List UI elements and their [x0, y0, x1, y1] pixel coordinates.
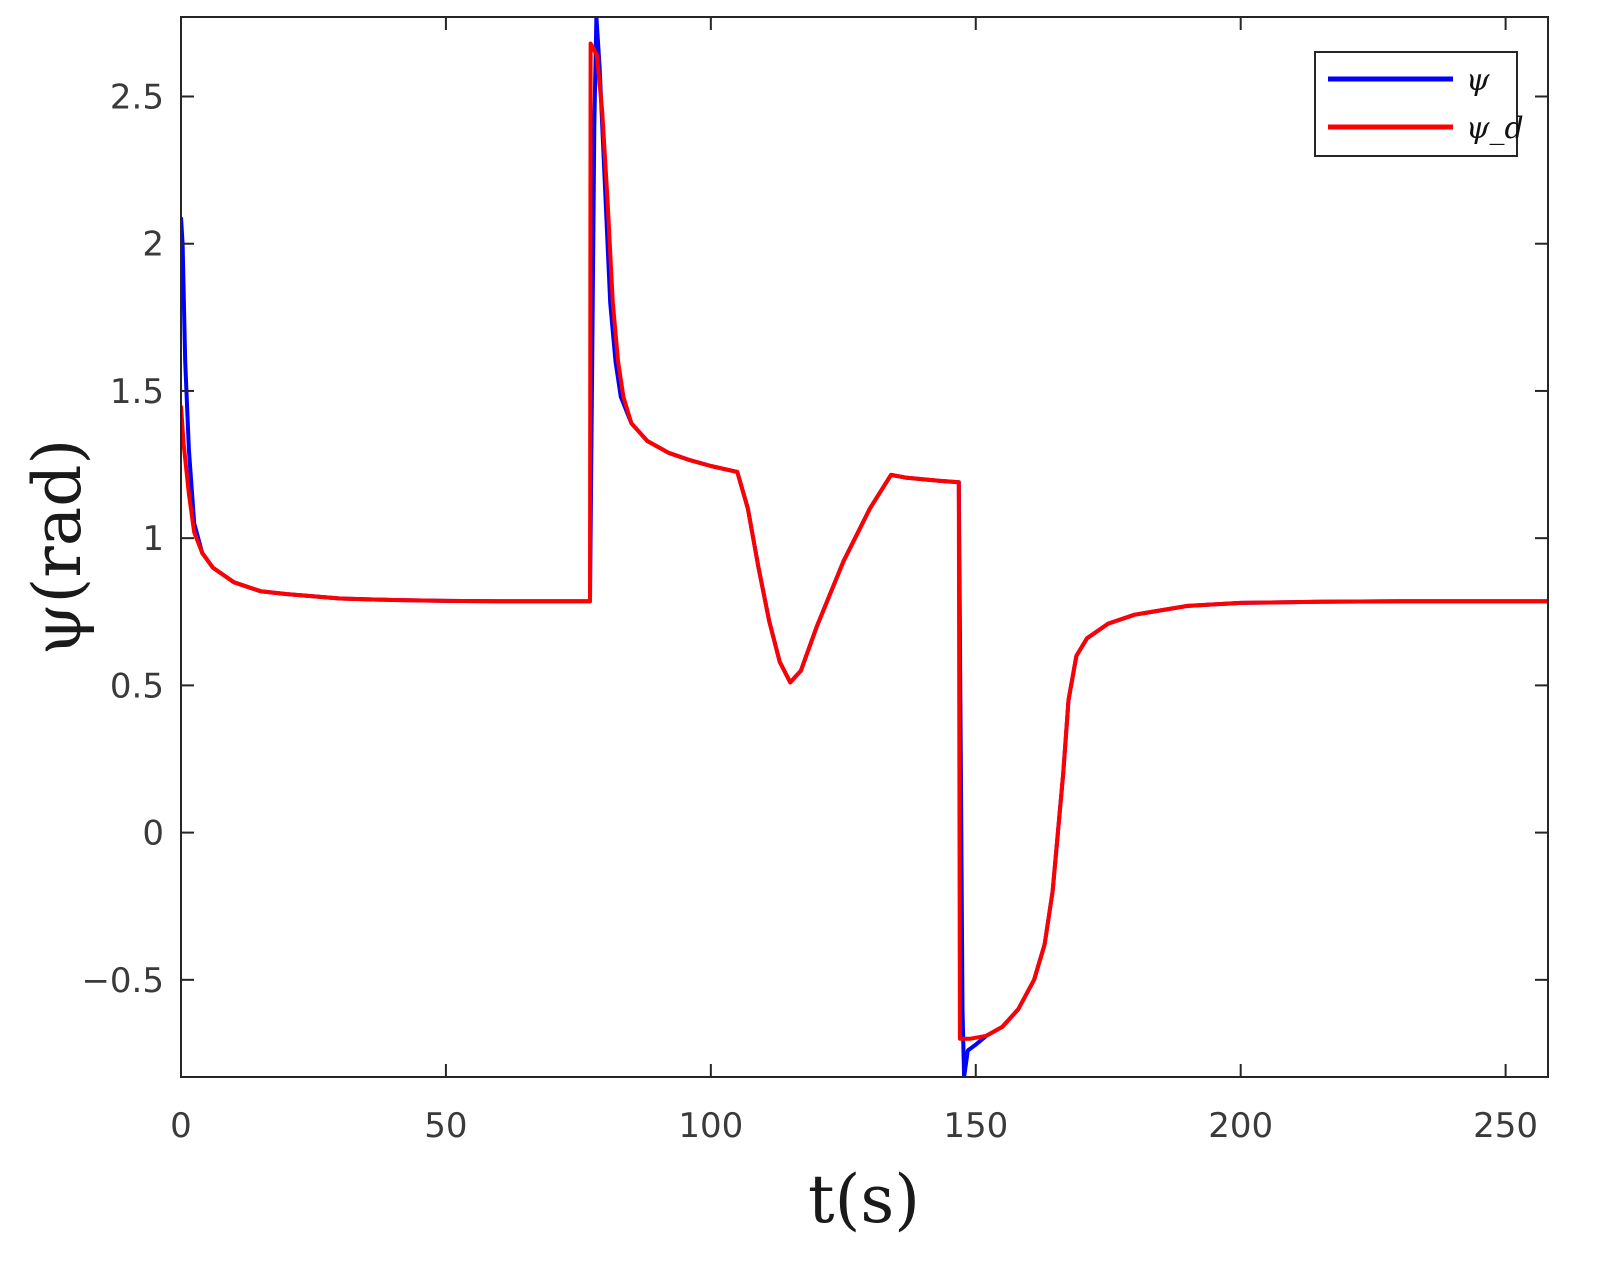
y-tick-label: 2 [142, 225, 164, 265]
plot-border [180, 16, 1549, 1078]
x-tick-label: 0 [170, 1106, 192, 1146]
legend: ψ ψ_d [1314, 51, 1524, 157]
x-tick-label: 200 [1208, 1106, 1273, 1146]
x-axis: 0 50 100 150 200 250 [170, 17, 1538, 1146]
legend-label-psi: ψ [1466, 63, 1490, 98]
y-axis-label-text: ψ(rad) [19, 439, 96, 655]
y-tick-label: −0.5 [81, 961, 164, 1001]
series-layer [181, 17, 1548, 1077]
legend-box [1314, 51, 1518, 157]
x-axis-label-text: t(s) [808, 1161, 920, 1238]
x-axis-label: t(s) [808, 1161, 920, 1238]
legend-label-psi-d: ψ_d [1466, 111, 1524, 146]
y-tick-label: 2.5 [110, 78, 164, 118]
y-axis: −0.5 0 0.5 1 1.5 2 2.5 [81, 78, 1548, 1001]
y-tick-label: 0.5 [110, 666, 164, 706]
y-tick-label: 0 [142, 814, 164, 854]
series-line-psi-d [181, 41, 1548, 1041]
x-tick-label: 250 [1473, 1106, 1538, 1146]
x-tick-label: 150 [943, 1106, 1008, 1146]
y-tick-label: 1 [142, 519, 164, 559]
y-tick-label: 1.5 [110, 372, 164, 412]
x-tick-label: 100 [678, 1106, 743, 1146]
plot-area [181, 17, 1548, 1077]
y-axis-label: ψ(rad) [19, 439, 96, 655]
x-tick-label: 50 [424, 1106, 467, 1146]
